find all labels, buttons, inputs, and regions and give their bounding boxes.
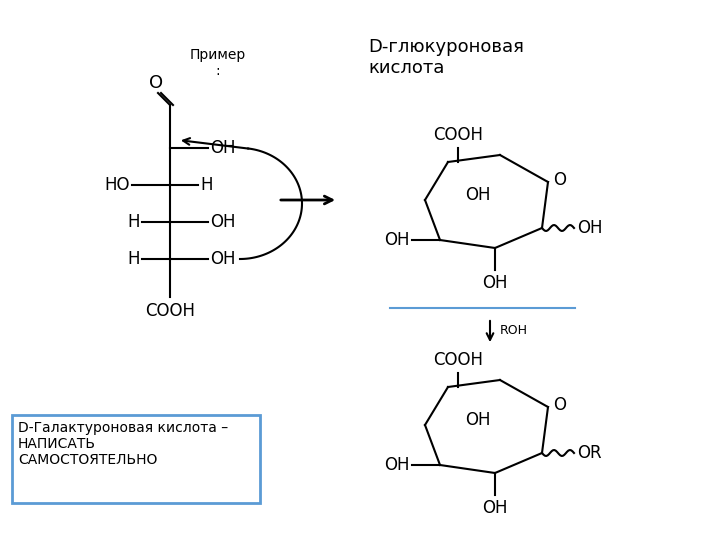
Text: OH: OH [210,213,235,231]
Text: COOH: COOH [145,302,195,320]
Text: HO: HO [104,176,130,194]
Text: Пример
:: Пример : [190,48,246,78]
Text: OH: OH [482,499,508,517]
Text: ROH: ROH [500,323,528,336]
Text: H: H [127,213,140,231]
Text: H: H [127,250,140,268]
Text: OH: OH [577,219,603,237]
Text: OH: OH [384,456,410,474]
Text: D-глюкуроновая
кислота: D-глюкуроновая кислота [368,38,524,77]
Text: OR: OR [577,444,602,462]
Text: OH: OH [210,250,235,268]
FancyBboxPatch shape [12,415,260,503]
Text: OH: OH [482,274,508,292]
Text: OH: OH [210,139,235,157]
Text: H: H [200,176,212,194]
Text: COOH: COOH [433,126,483,144]
Text: O: O [553,171,566,189]
Text: OH: OH [384,231,410,249]
Text: OH: OH [465,186,491,204]
Text: O: O [553,396,566,414]
Text: D-Галактуроновая кислота –
НАПИСАТЬ
САМОСТОЯТЕЛЬНО: D-Галактуроновая кислота – НАПИСАТЬ САМО… [18,421,228,468]
Text: COOH: COOH [433,351,483,369]
Text: O: O [149,74,163,92]
Text: OH: OH [465,411,491,429]
